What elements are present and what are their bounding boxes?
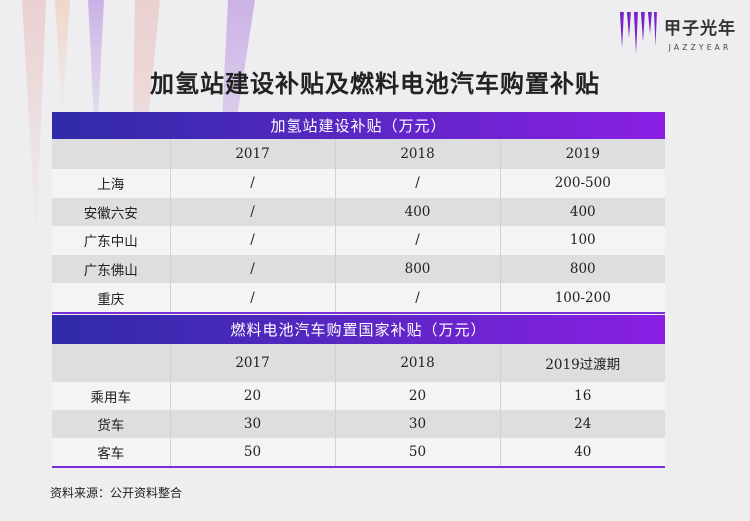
table-cell: 20: [335, 382, 501, 410]
row-label: 乘用车: [52, 382, 171, 410]
hydrogen-station-subsidy-table: 加氢站建设补贴（万元） 2017 2018 2019 上海 //200-500 安徽六安/4…: [52, 112, 666, 314]
table-cell: 20: [170, 382, 336, 410]
table-row: 货车 30 30 24: [52, 410, 666, 438]
column-header: 2017: [170, 139, 336, 169]
table-row: 客车 50 50 40: [52, 438, 666, 468]
row-label: 安徽六安: [52, 197, 171, 227]
row-label: 广东中山: [52, 226, 171, 255]
page-title: 加氢站建设补贴及燃料电池汽车购置补贴: [150, 69, 600, 98]
table-cell: 50: [335, 438, 501, 468]
source-note: 资料来源：公开资料整合: [50, 486, 183, 500]
fuel-cell-vehicle-subsidy-table: 燃料电池汽车购置国家补贴（万元） 2017 2018 2019过渡期 乘用车 20 20 16…: [52, 315, 666, 468]
column-header: 2018: [335, 139, 501, 169]
row-label: 广东佛山: [52, 254, 171, 284]
jazzyear-logo-icon: [620, 12, 657, 54]
table-cell: 16: [500, 382, 666, 410]
table-row: 安徽六安/400 400: [52, 197, 666, 227]
table-cell: /: [170, 169, 336, 198]
column-header: [52, 139, 171, 169]
table-cell: /: [335, 169, 501, 198]
table-cell: 800: [500, 254, 666, 284]
row-label: 上海: [52, 169, 171, 198]
table-cell: 40: [500, 438, 666, 468]
table-cell: 100: [500, 226, 666, 255]
table-cell: /: [170, 197, 336, 227]
table-cell: 400: [500, 197, 666, 227]
column-header: 2018: [335, 344, 501, 382]
table-cell: 200-500: [500, 169, 666, 198]
table-cell: 24: [500, 410, 666, 438]
brand-name-en: JAZZYEAR: [668, 43, 732, 52]
table-cell: /: [335, 283, 501, 314]
row-label: 重庆: [52, 283, 171, 314]
column-header: 2019过渡期: [500, 344, 666, 382]
table-cell: /: [170, 283, 336, 314]
table-cell: /: [335, 226, 501, 255]
row-label: 货车: [52, 410, 171, 438]
table-cell: 400: [335, 197, 501, 227]
table-row: 广东佛山/800 800: [52, 254, 666, 284]
brand-name-cn: 甲子光年: [664, 19, 736, 39]
table-cell: 100-200: [500, 283, 666, 314]
table-cell: 30: [170, 410, 336, 438]
column-header: 2017: [170, 344, 336, 382]
table-title-bar: 燃料电池汽车购置国家补贴（万元）: [52, 315, 666, 344]
table-cell: 50: [170, 438, 336, 468]
brand-logo: 甲子光年 JAZZYEAR: [618, 8, 736, 58]
table-cell: /: [170, 254, 336, 284]
row-label: 客车: [52, 438, 171, 468]
table-row: 乘用车 20 20 16: [52, 382, 666, 410]
column-header: [52, 344, 171, 382]
table-row: 上海 //200-500: [52, 169, 666, 198]
table-cell: 30: [335, 410, 501, 438]
table-title-bar: 加氢站建设补贴（万元）: [52, 112, 666, 139]
table-row: 广东中山 //100: [52, 226, 666, 255]
table-row: 重庆 //100-200: [52, 283, 666, 314]
table-cell: 800: [335, 254, 501, 284]
column-header: 2019: [500, 139, 666, 169]
table-cell: /: [170, 226, 336, 255]
